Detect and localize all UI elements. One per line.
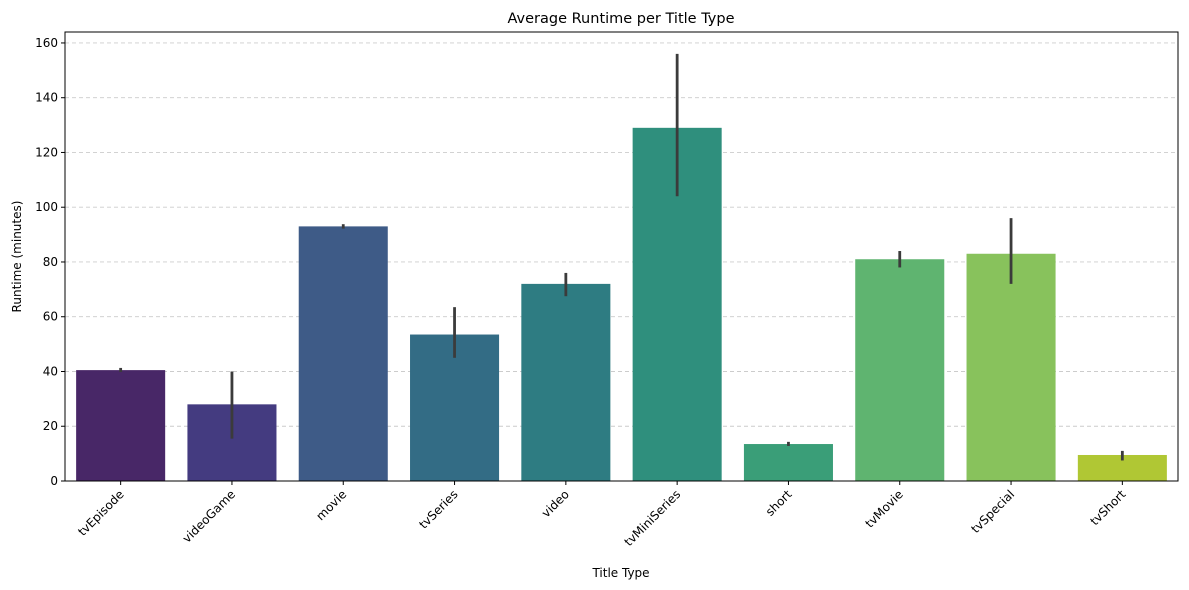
x-axis-label: Title Type — [591, 566, 649, 580]
y-axis-label: Runtime (minutes) — [10, 201, 24, 313]
y-tick-label: 80 — [43, 255, 58, 269]
y-tick-label: 20 — [43, 419, 58, 433]
x-tick-label-tvEpisode: tvEpisode — [75, 487, 127, 539]
y-tick-label: 140 — [35, 91, 58, 105]
chart-title: Average Runtime per Title Type — [507, 11, 734, 27]
error-bar-layer — [119, 53, 1124, 461]
y-tick-label: 120 — [35, 145, 58, 159]
x-tick-label-tvMovie: tvMovie — [863, 487, 906, 530]
y-tick-label: 40 — [43, 364, 58, 378]
bar-tvSpecial — [966, 253, 1056, 481]
y-axis-ticks: 0 20 40 60 80 100 120 140 160 — [35, 36, 65, 488]
x-tick-label-tvMiniSeries: tvMiniSeries — [622, 487, 684, 549]
bar-movie — [298, 226, 388, 481]
x-axis-ticks: tvEpisode videoGame movie tvSeries video tvMi… — [75, 481, 1129, 549]
x-tick-label-tvSeries: tvSeries — [416, 487, 460, 531]
x-tick-label-tvShort: tvShort — [1087, 487, 1128, 528]
x-tick-label-short: short — [763, 487, 795, 519]
bar-tvSeries — [410, 334, 500, 481]
plot-frame — [64, 31, 1179, 482]
y-tick-label: 100 — [35, 200, 58, 214]
bar-video — [521, 283, 611, 481]
x-tick-label-tvSpecial: tvSpecial — [968, 487, 1017, 536]
bar-layer — [76, 127, 1167, 481]
bar-short — [743, 444, 833, 481]
bar-tvEpisode — [76, 370, 166, 481]
x-tick-label-videoGame: videoGame — [180, 487, 238, 545]
y-tick-label: 160 — [35, 36, 58, 50]
y-tick-label: 0 — [50, 474, 58, 488]
x-tick-label-movie: movie — [313, 487, 349, 523]
x-tick-label-video: video — [539, 487, 572, 520]
bar-tvMovie — [855, 259, 945, 481]
y-tick-label: 60 — [43, 310, 58, 324]
